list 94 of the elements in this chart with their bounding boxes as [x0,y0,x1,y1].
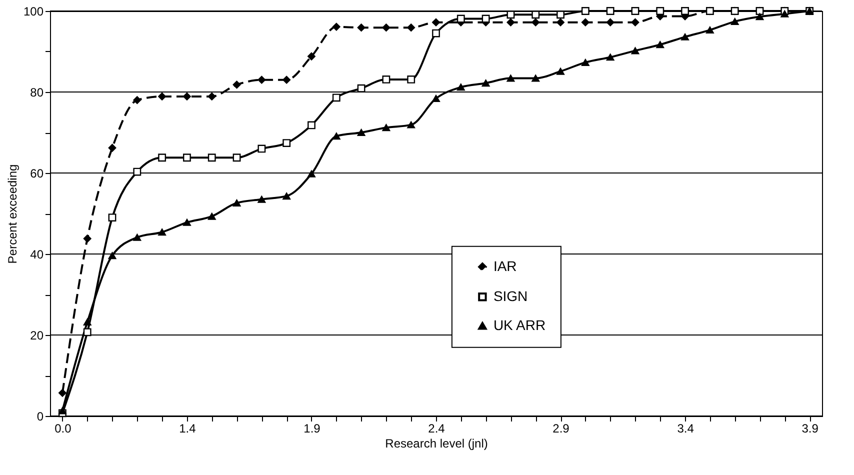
point [407,75,416,84]
point [58,407,66,414]
point [606,18,614,26]
point [158,154,166,162]
point [282,76,291,84]
point [432,94,440,102]
point [556,18,564,26]
x-tick-label: 2.4 [428,422,446,436]
point [681,7,689,15]
point [606,7,614,15]
point [83,318,92,326]
point [232,154,241,162]
point [133,96,142,104]
point [308,52,316,60]
point [482,80,490,87]
point [506,10,515,19]
point [183,218,191,226]
point [456,84,465,91]
point [532,18,540,26]
point [133,168,142,176]
point [581,58,590,66]
y-tick-label: 0 [36,410,44,424]
point [158,92,166,100]
point [482,14,490,23]
point [133,234,142,241]
point [631,47,640,54]
point [382,24,390,32]
point [208,212,216,220]
point [357,84,366,92]
point [282,192,291,200]
x-axis-title: Research level (jnl) [385,436,488,450]
point [606,54,614,61]
point [108,252,116,260]
point [730,18,739,26]
point [432,29,440,38]
point [158,228,166,236]
point [532,10,540,19]
point [208,92,216,100]
point [208,154,216,162]
point [656,7,664,15]
point [308,170,316,178]
point [581,18,590,26]
y-tick-label: 60 [30,166,44,180]
point [232,80,241,89]
x-tick-label: 1.9 [304,422,321,436]
point [681,33,689,40]
point [631,7,640,15]
y-axis-title: Percent exceeding [5,164,20,264]
point [108,144,116,152]
point [506,18,515,26]
point [631,18,640,26]
y-tick-label: 40 [30,248,44,262]
point [282,139,291,147]
point [58,388,66,397]
point [183,154,191,162]
point [83,234,92,243]
point [506,74,515,82]
legend-label: UK ARR [493,316,546,333]
x-tick-label: 3.9 [802,422,819,436]
point [357,24,366,32]
x-tick-label: 2.9 [552,422,570,436]
point [332,132,340,140]
x-tick-label: 3.4 [677,422,694,436]
point [382,124,390,132]
point [556,68,564,75]
x-tick-label: 1.4 [179,422,196,436]
point [780,10,789,18]
point [756,13,764,20]
point [382,75,390,84]
point [407,24,416,32]
point [556,10,564,19]
point [258,144,266,153]
y-tick-label: 80 [30,86,44,100]
point [532,74,540,82]
point [258,76,266,84]
point [83,328,92,336]
point [183,92,191,100]
point [407,121,416,128]
x-tick-label: 0.0 [54,422,72,436]
point [432,18,440,26]
point [232,199,241,206]
point [357,128,366,136]
legend-label: IAR [493,258,517,274]
point [332,22,340,31]
point [258,196,266,203]
point [656,41,664,48]
y-tick-label: 100 [23,4,44,18]
point [581,7,590,15]
legend-label: SIGN [493,288,528,304]
y-tick-label: 20 [30,328,44,342]
point [308,121,316,130]
point [332,94,340,102]
point [706,26,714,34]
point [108,214,116,222]
